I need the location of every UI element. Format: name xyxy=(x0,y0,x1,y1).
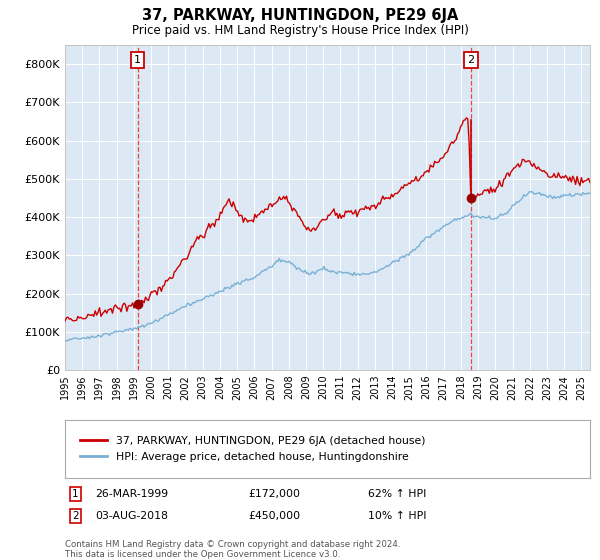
Text: 37, PARKWAY, HUNTINGDON, PE29 6JA: 37, PARKWAY, HUNTINGDON, PE29 6JA xyxy=(142,8,458,23)
Text: Contains HM Land Registry data © Crown copyright and database right 2024.
This d: Contains HM Land Registry data © Crown c… xyxy=(65,540,401,559)
Text: £450,000: £450,000 xyxy=(248,511,300,521)
Text: 62% ↑ HPI: 62% ↑ HPI xyxy=(368,489,427,499)
Text: 1: 1 xyxy=(72,489,79,499)
Text: Price paid vs. HM Land Registry's House Price Index (HPI): Price paid vs. HM Land Registry's House … xyxy=(131,24,469,37)
Text: 2: 2 xyxy=(467,55,475,65)
Text: 1: 1 xyxy=(134,55,142,65)
Text: £172,000: £172,000 xyxy=(248,489,300,499)
Text: 26-MAR-1999: 26-MAR-1999 xyxy=(95,489,168,499)
Text: 03-AUG-2018: 03-AUG-2018 xyxy=(95,511,168,521)
Text: 2: 2 xyxy=(72,511,79,521)
Legend: 37, PARKWAY, HUNTINGDON, PE29 6JA (detached house), HPI: Average price, detached: 37, PARKWAY, HUNTINGDON, PE29 6JA (detac… xyxy=(76,432,430,466)
Text: 10% ↑ HPI: 10% ↑ HPI xyxy=(368,511,427,521)
